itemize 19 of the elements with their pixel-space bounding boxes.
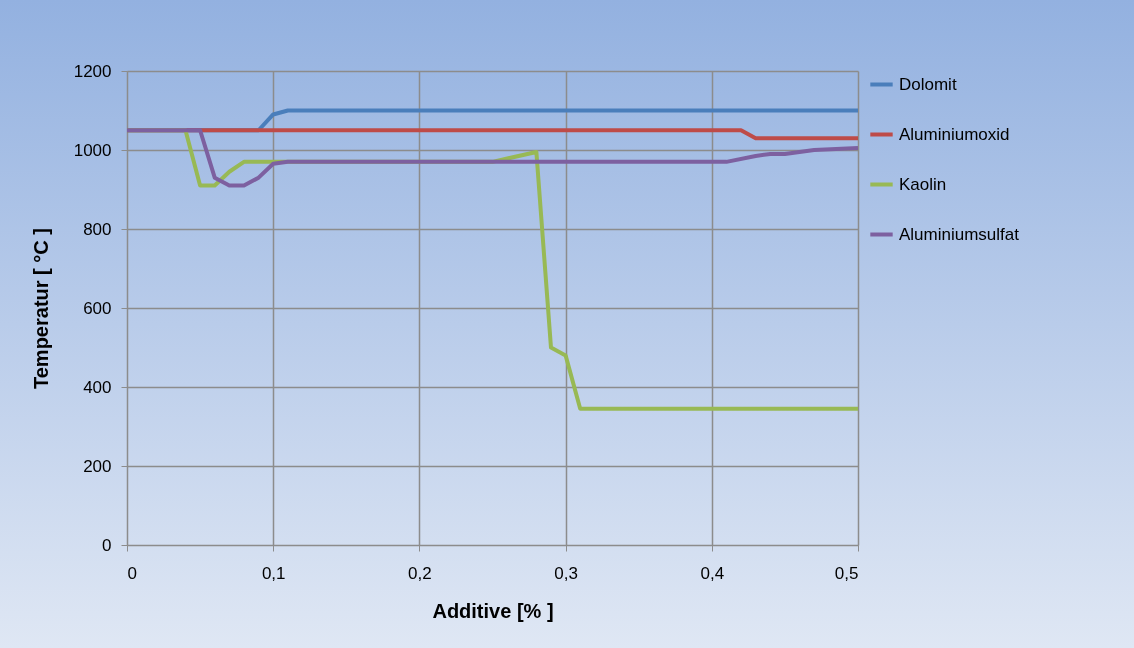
- y-tick-label: 400: [83, 377, 112, 397]
- x-tick-label: 0,3: [554, 563, 578, 583]
- y-tick-label: 800: [83, 219, 112, 239]
- legend-label: Dolomit: [899, 74, 957, 94]
- y-tick-label: 1000: [73, 140, 112, 160]
- y-tick-label: 1200: [73, 61, 112, 81]
- x-tick-label: 0,1: [261, 563, 286, 583]
- x-tick-label: 0,2: [408, 563, 432, 583]
- legend-label: Aluminiumoxid: [899, 124, 1010, 144]
- x-tick-label: 0,4: [700, 563, 725, 583]
- y-tick-label: 600: [83, 298, 112, 318]
- legend-label: Aluminiumsulfat: [899, 224, 1020, 244]
- y-axis-title: Temperatur [ °C ]: [29, 228, 52, 389]
- x-tick-label: 0,5: [834, 563, 859, 583]
- x-axis-title: Additive [% ]: [432, 599, 554, 622]
- y-tick-label: 0: [102, 535, 112, 555]
- x-tick-label: 0: [127, 563, 137, 583]
- y-tick-label: 200: [83, 456, 112, 476]
- legend-label: Kaolin: [899, 174, 947, 194]
